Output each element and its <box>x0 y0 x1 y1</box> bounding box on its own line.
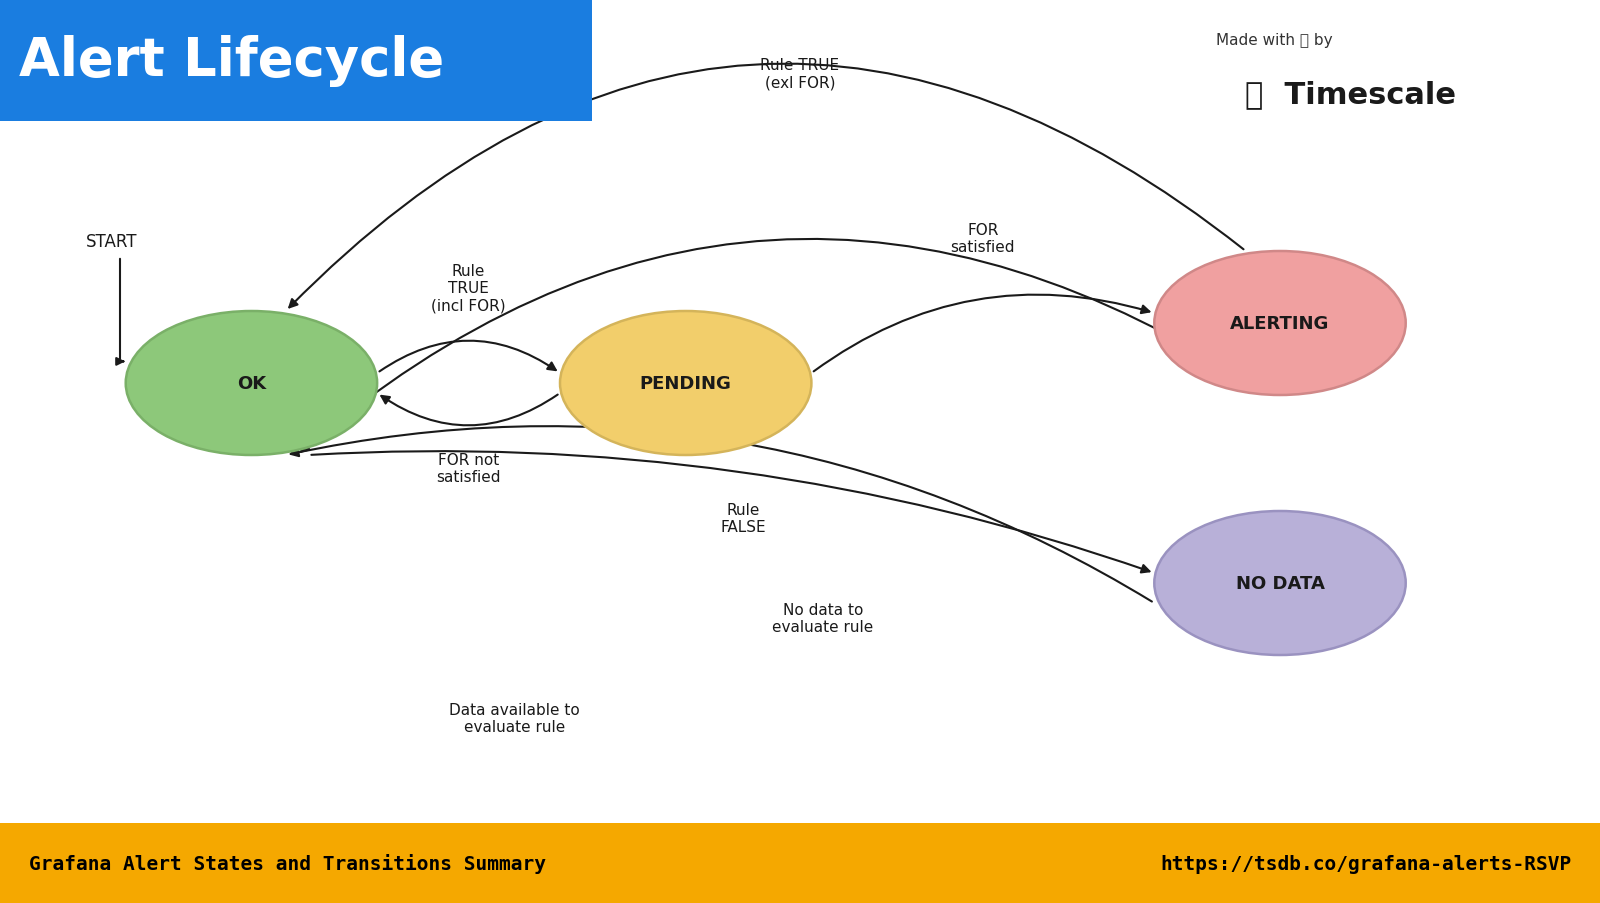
Text: OK: OK <box>237 375 266 393</box>
Text: FOR
satisfied: FOR satisfied <box>950 222 1014 255</box>
Ellipse shape <box>126 312 378 455</box>
FancyBboxPatch shape <box>0 0 592 122</box>
Ellipse shape <box>1154 511 1406 656</box>
Ellipse shape <box>560 312 811 455</box>
Text: Rule
FALSE: Rule FALSE <box>720 502 766 535</box>
Text: https://tsdb.co/grafana-alerts-RSVP: https://tsdb.co/grafana-alerts-RSVP <box>1160 853 1571 873</box>
Text: Data available to
evaluate rule: Data available to evaluate rule <box>450 702 579 734</box>
Text: No data to
evaluate rule: No data to evaluate rule <box>773 602 874 635</box>
Text: Alert Lifecycle: Alert Lifecycle <box>19 35 445 88</box>
Text: Rule
TRUE
(incl FOR): Rule TRUE (incl FOR) <box>432 264 506 313</box>
Text: Rule TRUE
(exl FOR): Rule TRUE (exl FOR) <box>760 58 840 90</box>
Ellipse shape <box>1154 252 1406 396</box>
Text: PENDING: PENDING <box>640 375 731 393</box>
Text: FOR not
satisfied: FOR not satisfied <box>437 452 501 485</box>
Text: Grafana Alert States and Transitions Summary: Grafana Alert States and Transitions Sum… <box>29 853 546 873</box>
Text: ALERTING: ALERTING <box>1230 314 1330 332</box>
Text: START: START <box>86 233 138 251</box>
Text: 🐯  Timescale: 🐯 Timescale <box>1245 80 1456 109</box>
FancyBboxPatch shape <box>0 824 1600 903</box>
Text: Made with 🧡 by: Made with 🧡 by <box>1216 33 1333 48</box>
Text: NO DATA: NO DATA <box>1235 574 1325 592</box>
